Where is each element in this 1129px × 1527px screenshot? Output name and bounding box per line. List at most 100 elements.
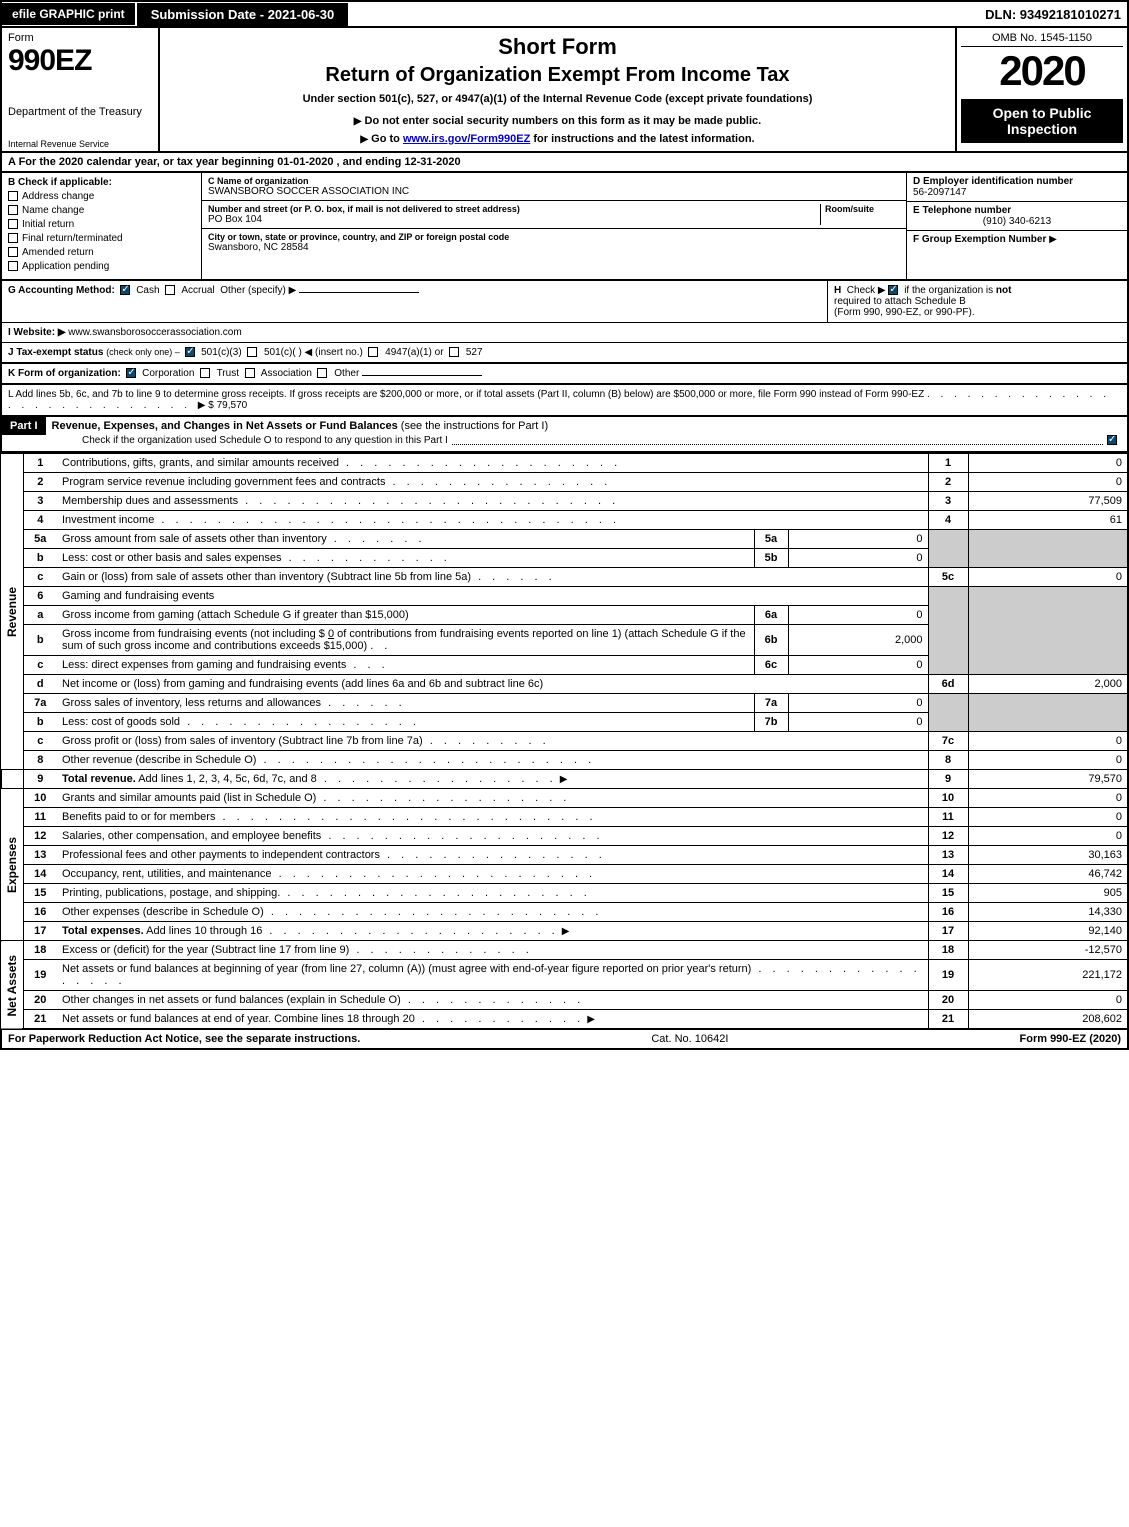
chk-initial-return[interactable]: Initial return (8, 219, 195, 230)
chk-accrual[interactable] (165, 285, 175, 295)
arrow-icon: ▶ (354, 116, 362, 127)
ein-value: 56-2097147 (913, 187, 1121, 198)
chk-501c[interactable] (247, 347, 257, 357)
row-l: L Add lines 5b, 6c, and 7b to line 9 to … (0, 385, 1129, 417)
chk-4947[interactable] (368, 347, 378, 357)
arrow-icon: ▶ (1049, 234, 1057, 245)
line-18: Net Assets 18 Excess or (deficit) for th… (1, 941, 1128, 960)
chk-cash[interactable] (120, 285, 130, 295)
row-g-h: G Accounting Method: Cash Accrual Other … (2, 281, 1127, 323)
chk-application-pending[interactable]: Application pending (8, 261, 195, 272)
line-1-value: 0 (968, 454, 1128, 473)
row-a-tax-year: A For the 2020 calendar year, or tax yea… (0, 153, 1129, 173)
top-bar: efile GRAPHIC print Submission Date - 20… (0, 0, 1129, 28)
g-other-line (299, 292, 419, 293)
row-k: K Form of organization: Corporation Trus… (0, 364, 1129, 385)
chk-name-change[interactable]: Name change (8, 205, 195, 216)
part1-table: Revenue 1 Contributions, gifts, grants, … (0, 453, 1129, 1030)
line-13: 13 Professional fees and other payments … (1, 846, 1128, 865)
line-12: 12 Salaries, other compensation, and emp… (1, 827, 1128, 846)
line-7a-value: 0 (788, 694, 928, 713)
checkbox-icon (8, 233, 18, 243)
line-17-value: 92,140 (968, 922, 1128, 941)
note2-pre: Go to (371, 133, 403, 145)
org-address-row: Number and street (or P. O. box, if mail… (202, 201, 906, 229)
line-20-value: 0 (968, 991, 1128, 1010)
line-3-value: 77,509 (968, 492, 1128, 511)
line-2-value: 0 (968, 473, 1128, 492)
irs-label: Internal Revenue Service (8, 139, 109, 149)
line-20: 20 Other changes in net assets or fund b… (1, 991, 1128, 1010)
rows-g-to-l: G Accounting Method: Cash Accrual Other … (0, 281, 1129, 364)
chk-other[interactable] (317, 368, 327, 378)
chk-schedule-o[interactable] (1107, 435, 1117, 445)
chk-association[interactable] (245, 368, 255, 378)
line-17: 17 Total expenses. Add lines 10 through … (1, 922, 1128, 941)
chk-h[interactable] (888, 285, 898, 295)
chk-address-change[interactable]: Address change (8, 191, 195, 202)
goto-note: ▶ Go to www.irs.gov/Form990EZ for instru… (170, 133, 945, 145)
line-5a-value: 0 (788, 530, 928, 549)
irs-link[interactable]: www.irs.gov/Form990EZ (403, 133, 530, 145)
chk-final-return[interactable]: Final return/terminated (8, 233, 195, 244)
group-exemption-label: F Group Exemption Number (913, 234, 1046, 245)
footer-cat: Cat. No. 10642I (360, 1033, 1019, 1045)
line-16-value: 14,330 (968, 903, 1128, 922)
line-9: 9 Total revenue. Add lines 1, 2, 3, 4, 5… (1, 770, 1128, 789)
addr-value: PO Box 104 (208, 214, 820, 225)
line-15: 15 Printing, publications, postage, and … (1, 884, 1128, 903)
checkbox-icon (8, 247, 18, 257)
line-3: 3 Membership dues and assessments . . . … (1, 492, 1128, 511)
l-text: L Add lines 5b, 6c, and 7b to line 9 to … (8, 389, 924, 400)
line-14-value: 46,742 (968, 865, 1128, 884)
chk-amended-return[interactable]: Amended return (8, 247, 195, 258)
ein-label: D Employer identification number (913, 176, 1121, 187)
info-block: B Check if applicable: Address change Na… (0, 173, 1129, 281)
row-h: H Check ▶ if the organization is not req… (827, 281, 1127, 322)
ssn-note: ▶ Do not enter social security numbers o… (170, 115, 945, 127)
department-label: Department of the Treasury (8, 106, 152, 118)
footer-right: Form 990-EZ (2020) (1020, 1033, 1122, 1045)
g-other: Other (specify) ▶ (220, 285, 296, 296)
line-18-value: -12,570 (968, 941, 1128, 960)
row-i: I Website: ▶ www.swansborosoccerassociat… (2, 323, 1127, 343)
note1-text: Do not enter social security numbers on … (365, 115, 762, 127)
chk-corporation[interactable] (126, 368, 136, 378)
city-value: Swansboro, NC 28584 (208, 242, 900, 253)
note2-post: for instructions and the latest informat… (533, 133, 754, 145)
l-arrow: ▶ $ (198, 400, 214, 411)
dln-label: DLN: 93492181010271 (985, 7, 1127, 22)
chk-501c3[interactable] (185, 347, 195, 357)
line-10: Expenses 10 Grants and similar amounts p… (1, 789, 1128, 808)
line-16: 16 Other expenses (describe in Schedule … (1, 903, 1128, 922)
line-5a: 5a Gross amount from sale of assets othe… (1, 530, 1128, 549)
website-value: www.swansborosoccerassociation.com (68, 327, 241, 338)
efile-print-button[interactable]: efile GRAPHIC print (2, 3, 137, 25)
chk-trust[interactable] (200, 368, 210, 378)
part1-label: Part I (2, 417, 46, 435)
line-21-value: 208,602 (968, 1010, 1128, 1030)
checkbox-icon (8, 219, 18, 229)
org-city-row: City or town, state or province, country… (202, 229, 906, 256)
line-10-value: 0 (968, 789, 1128, 808)
g-label: G Accounting Method: (8, 285, 115, 296)
omb-number: OMB No. 1545-1150 (961, 32, 1123, 47)
k-other-line (362, 375, 482, 376)
col-c-org-info: C Name of organization SWANSBORO SOCCER … (202, 173, 907, 279)
phone-label: E Telephone number (913, 205, 1121, 216)
revenue-side-label: Revenue (1, 454, 23, 770)
line-4-value: 61 (968, 511, 1128, 530)
k-label: K Form of organization: (8, 368, 121, 379)
line-8: 8 Other revenue (describe in Schedule O)… (1, 751, 1128, 770)
form-number: 990EZ (8, 44, 152, 78)
part1-title: Revenue, Expenses, and Changes in Net As… (46, 417, 1127, 435)
line-19: 19 Net assets or fund balances at beginn… (1, 960, 1128, 991)
addr-label: Number and street (or P. O. box, if mail… (208, 204, 820, 214)
footer-left: For Paperwork Reduction Act Notice, see … (8, 1033, 360, 1045)
line-6a-value: 0 (788, 606, 928, 625)
phone-value: (910) 340-6213 (913, 216, 1121, 227)
org-name-label: C Name of organization (208, 176, 900, 186)
part1-header: Part I Revenue, Expenses, and Changes in… (0, 417, 1129, 453)
chk-527[interactable] (449, 347, 459, 357)
header-left: Form 990EZ Department of the Treasury In… (2, 28, 160, 151)
